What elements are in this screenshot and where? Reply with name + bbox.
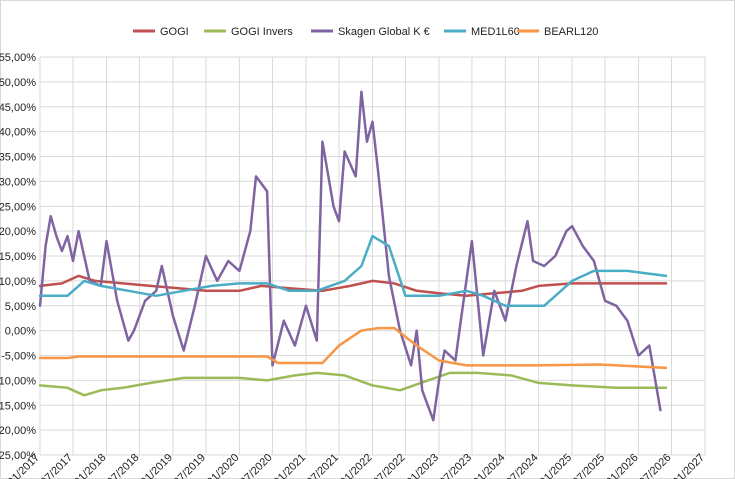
series-line-skagen-global-k	[38, 90, 662, 422]
y-tick-label: -20,00%	[0, 425, 36, 437]
gridlines	[39, 56, 706, 456]
y-tick-label: 35,00%	[0, 152, 36, 164]
legend-label: GOGI Invers	[231, 26, 293, 38]
y-tick-label: -15,00%	[0, 400, 36, 412]
series-line-gogi-invers	[38, 371, 668, 397]
y-axis-ticks: -25,00% -20,00% -15,00% -10,00% -5,00% 0,00% 5…	[0, 52, 36, 462]
legend: GOGI GOGI Invers Skagen Global K € MED1L60 B…	[133, 26, 598, 38]
y-tick-label: -10,00%	[0, 375, 36, 387]
legend-item: BEARL120	[517, 26, 598, 38]
legend-label: GOGI	[160, 26, 189, 38]
y-tick-label: 45,00%	[0, 102, 36, 114]
y-tick-label: 25,00%	[0, 201, 36, 213]
y-tick-label: 55,00%	[0, 52, 36, 64]
y-tick-label: 30,00%	[0, 176, 36, 188]
y-tick-label: 15,00%	[0, 251, 36, 263]
series-line-bearl120	[38, 326, 668, 370]
legend-label: MED1L60	[471, 26, 520, 38]
legend-label: BEARL120	[544, 26, 598, 38]
y-tick-label: 10,00%	[0, 276, 36, 288]
series-lines	[38, 90, 668, 422]
y-tick-label: 5,00%	[5, 301, 36, 313]
series-line-med1l60	[38, 234, 668, 308]
y-tick-label: 0,00%	[5, 326, 36, 338]
legend-item: MED1L60	[444, 26, 520, 38]
legend-label: Skagen Global K €	[338, 26, 430, 38]
y-tick-label: -5,00%	[1, 351, 36, 363]
legend-item: GOGI	[133, 26, 189, 38]
y-tick-label: 50,00%	[0, 77, 36, 89]
legend-item: GOGI Invers	[204, 26, 293, 38]
legend-item: Skagen Global K €	[311, 26, 430, 38]
y-tick-label: 20,00%	[0, 226, 36, 238]
series-line-gogi	[38, 274, 668, 298]
y-tick-label: -25,00%	[0, 450, 36, 462]
y-tick-label: 40,00%	[0, 127, 36, 139]
